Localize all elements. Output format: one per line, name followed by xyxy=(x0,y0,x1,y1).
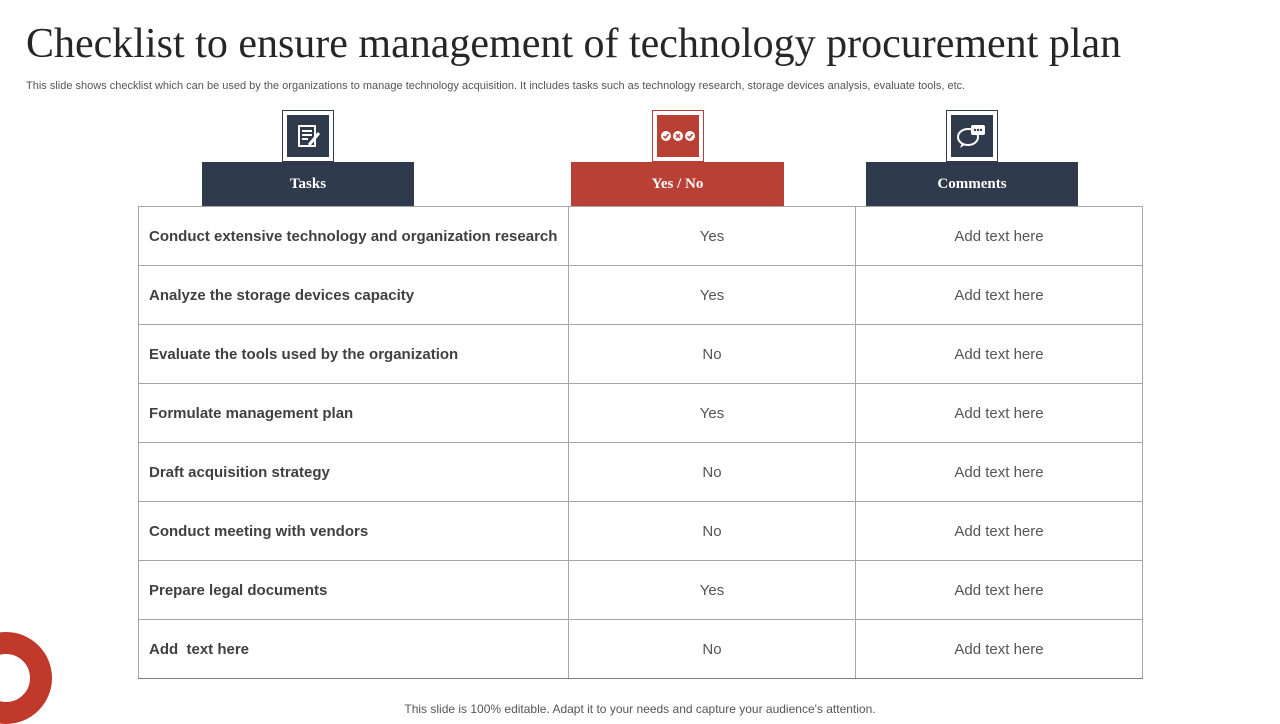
answer-cell: Yes xyxy=(568,560,856,620)
comment-cell: Add text here xyxy=(855,501,1143,561)
comment-cell: Add text here xyxy=(855,206,1143,266)
page-title: Checklist to ensure management of techno… xyxy=(26,21,1122,67)
comment-cell: Add text here xyxy=(855,324,1143,384)
yes-no-icon-frame xyxy=(652,110,704,162)
table-row: Conduct meeting with vendors No Add text… xyxy=(138,501,1143,561)
comment-cell: Add text here xyxy=(855,619,1143,679)
footer-note: This slide is 100% editable. Adapt it to… xyxy=(404,702,876,716)
tasks-icon-frame xyxy=(282,110,334,162)
column-header-yes-no: Yes / No xyxy=(571,162,784,206)
table-row: Evaluate the tools used by the organizat… xyxy=(138,324,1143,384)
table-row: Analyze the storage devices capacity Yes… xyxy=(138,265,1143,325)
task-cell: Evaluate the tools used by the organizat… xyxy=(138,324,569,384)
column-header-comments: Comments xyxy=(866,162,1078,206)
comment-cell: Add text here xyxy=(855,265,1143,325)
answer-cell: Yes xyxy=(568,206,856,266)
table-row: Prepare legal documents Yes Add text her… xyxy=(138,560,1143,620)
table-row: Formulate management plan Yes Add text h… xyxy=(138,383,1143,443)
task-cell: Conduct extensive technology and organiz… xyxy=(138,206,569,266)
comment-cell: Add text here xyxy=(855,560,1143,620)
answer-cell: No xyxy=(568,324,856,384)
chat-bubbles-icon xyxy=(951,115,993,157)
task-cell: Formulate management plan xyxy=(138,383,569,443)
document-edit-icon xyxy=(287,115,329,157)
checkmarks-icon xyxy=(657,115,699,157)
task-cell: Conduct meeting with vendors xyxy=(138,501,569,561)
answer-cell: No xyxy=(568,442,856,502)
comment-cell: Add text here xyxy=(855,442,1143,502)
table-row: Add text here No Add text here xyxy=(138,619,1143,679)
task-cell: Prepare legal documents xyxy=(138,560,569,620)
table-row: Conduct extensive technology and organiz… xyxy=(138,206,1143,266)
answer-cell: Yes xyxy=(568,265,856,325)
column-header-tasks: Tasks xyxy=(202,162,414,206)
checklist-table: Conduct extensive technology and organiz… xyxy=(138,206,1143,679)
table-row: Draft acquisition strategy No Add text h… xyxy=(138,442,1143,502)
page-subtitle: This slide shows checklist which can be … xyxy=(26,80,966,92)
task-cell: Draft acquisition strategy xyxy=(138,442,569,502)
task-cell: Add text here xyxy=(138,619,569,679)
answer-cell: No xyxy=(568,501,856,561)
task-cell: Analyze the storage devices capacity xyxy=(138,265,569,325)
comment-cell: Add text here xyxy=(855,383,1143,443)
comments-icon-frame xyxy=(946,110,998,162)
answer-cell: No xyxy=(568,619,856,679)
answer-cell: Yes xyxy=(568,383,856,443)
